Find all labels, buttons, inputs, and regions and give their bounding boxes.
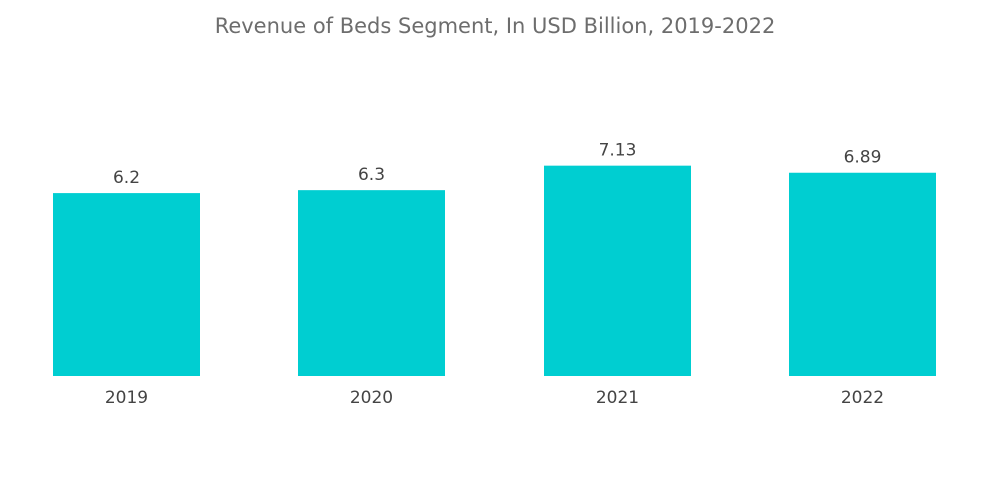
bar-2020 [298,190,445,376]
chart-title: Revenue of Beds Segment, In USD Billion,… [214,14,776,38]
bar-2022 [789,172,936,376]
bar-2021 [544,165,691,376]
x-tick-label-2020: 2020 [350,388,393,408]
x-tick-label-2021: 2021 [596,388,639,408]
data-label-2020: 6.3 [358,165,385,185]
data-label-2019: 6.2 [113,168,140,188]
x-tick-label-2019: 2019 [105,388,148,408]
data-label-2021: 7.13 [599,141,637,161]
data-label-2022: 6.89 [844,148,882,168]
bar-2019 [53,193,200,376]
x-tick-label-2022: 2022 [841,388,884,408]
